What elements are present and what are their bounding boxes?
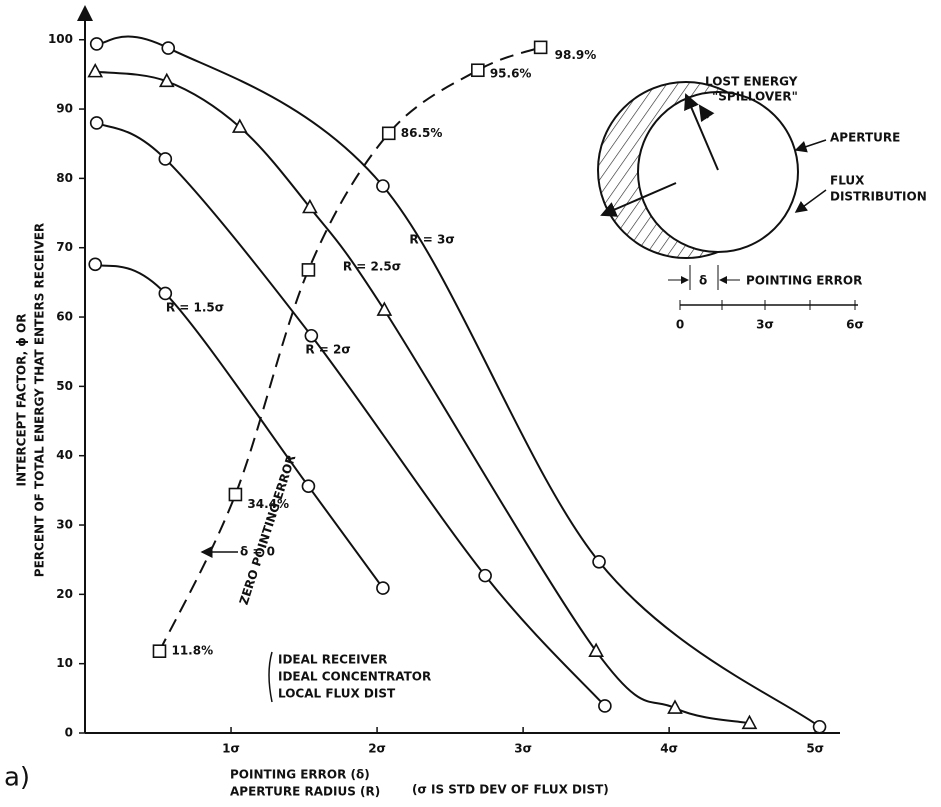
y-tick-label: 30 <box>56 518 73 532</box>
marker <box>376 179 390 193</box>
marker <box>158 152 173 166</box>
inset-scale-label: 6σ <box>846 318 864 332</box>
x-tick-label: 4σ <box>660 742 678 756</box>
marker <box>89 37 104 51</box>
series-line <box>96 122 606 707</box>
inset-scale-label: 3σ <box>756 318 774 332</box>
marker <box>89 116 104 130</box>
y-tick-label: 0 <box>65 726 73 740</box>
y-tick-label: 80 <box>56 171 73 185</box>
inset-label: FLUX <box>830 174 865 188</box>
value-label: 34.4% <box>247 497 289 511</box>
marker <box>158 72 175 88</box>
annotation: LOCAL FLUX DIST <box>278 687 396 701</box>
marker <box>376 581 390 595</box>
annotation: IDEAL CONCENTRATOR <box>278 670 431 684</box>
y-tick-label: 50 <box>56 379 73 393</box>
marker <box>87 62 104 78</box>
inset-scale-label: 0 <box>676 318 684 332</box>
x-axis-note: (σ IS STD DEV OF FLUX DIST) <box>412 783 609 797</box>
series-line <box>94 263 384 589</box>
marker <box>231 118 248 133</box>
marker <box>741 714 758 730</box>
series-label: R = 2.5σ <box>343 260 401 274</box>
inset-label: LOST ENERGY <box>705 75 798 89</box>
marker <box>592 554 606 569</box>
y-tick-label: 60 <box>56 310 73 324</box>
marker <box>533 40 548 55</box>
marker <box>301 479 316 493</box>
marker <box>588 642 604 657</box>
marker <box>812 719 827 734</box>
y-axis-label: PERCENT OF TOTAL ENERGY THAT ENTERS RECE… <box>33 223 47 577</box>
marker <box>471 63 485 78</box>
y-tick-label: 100 <box>48 32 73 46</box>
panel-label: a) <box>4 763 30 793</box>
y-tick-label: 40 <box>56 448 73 462</box>
marker <box>478 568 492 583</box>
x-axis-label: POINTING ERROR (δ) <box>230 768 370 782</box>
marker <box>228 487 243 502</box>
x-tick-label: 3σ <box>514 742 532 756</box>
marker <box>88 257 103 272</box>
x-tick-label: 2σ <box>368 742 386 756</box>
marker <box>161 41 176 55</box>
inset-label: DISTRIBUTION <box>830 190 927 204</box>
x-tick-label: 5σ <box>806 742 824 756</box>
value-label: 11.8% <box>171 644 213 658</box>
marker <box>301 263 316 277</box>
y-tick-label: 90 <box>56 102 73 116</box>
marker <box>152 644 167 658</box>
inset-label: APERTURE <box>830 131 900 145</box>
marker <box>304 328 319 343</box>
inset-label: POINTING ERROR <box>746 274 862 288</box>
series-label: ZERO POINTING ERROR <box>237 453 299 607</box>
value-label: 86.5% <box>401 126 443 140</box>
x-axis-label: APERTURE RADIUS (R) <box>230 785 380 799</box>
value-label: 98.9% <box>555 48 597 62</box>
inset-label: δ <box>699 274 707 288</box>
series-label: R = 3σ <box>409 233 454 247</box>
annotation: δ = 0 <box>240 545 275 559</box>
x-tick-label: 1σ <box>222 742 240 756</box>
marker <box>598 699 612 713</box>
annotation-brace <box>268 651 273 703</box>
marker <box>302 198 318 214</box>
annotation: IDEAL RECEIVER <box>278 653 387 667</box>
series-line <box>158 46 541 652</box>
series-label: R = 2σ <box>305 343 350 357</box>
value-label: 95.6% <box>490 67 532 81</box>
y-tick-label: 70 <box>56 240 73 254</box>
y-tick-label: 10 <box>56 656 73 670</box>
y-tick-label: 20 <box>56 587 73 601</box>
inset-label: "SPILLOVER" <box>712 90 798 104</box>
marker <box>376 301 393 316</box>
series-label: R = 1.5σ <box>166 301 224 315</box>
inset-diagram: LOST ENERGY "SPILLOVER" APERTURE FLUX DI… <box>597 75 927 332</box>
marker <box>381 126 396 141</box>
marker <box>667 699 683 714</box>
marker <box>158 286 173 301</box>
y-axis-label: INTERCEPT FACTOR, ϕ OR <box>15 314 29 487</box>
